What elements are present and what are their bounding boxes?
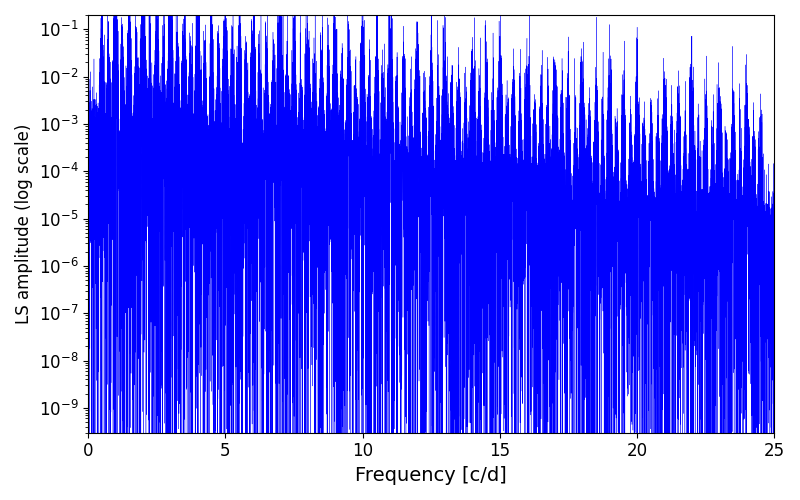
X-axis label: Frequency [c/d]: Frequency [c/d] (355, 466, 507, 485)
Y-axis label: LS amplitude (log scale): LS amplitude (log scale) (15, 124, 33, 324)
